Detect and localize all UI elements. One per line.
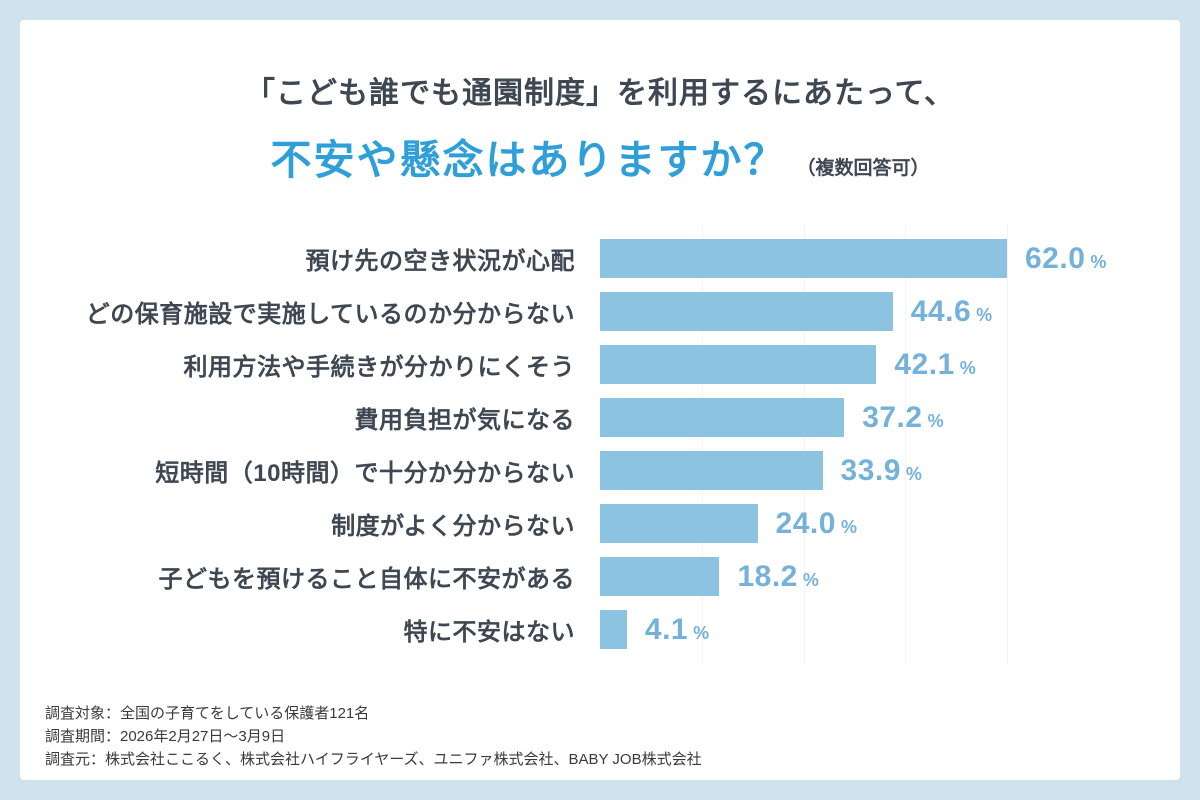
bar — [600, 292, 893, 331]
value-unit: % — [976, 304, 993, 325]
value-label: 4.1% — [645, 613, 709, 647]
value-number: 18.2 — [737, 559, 798, 593]
chart-row: 子どもを預けること自体に不安がある 18.2% — [20, 550, 1180, 603]
chart-row: 短時間（10時間）で十分か分からない 33.9% — [20, 444, 1180, 497]
category-label: 利用方法や手続きが分かりにくそう — [183, 354, 575, 381]
chart-row: 特に不安はない 4.1% — [20, 603, 1180, 656]
value-label: 62.0% — [1025, 242, 1106, 276]
bar-area: 24.0% — [600, 504, 1180, 543]
gridline — [1007, 224, 1008, 666]
value-label: 42.1% — [894, 348, 975, 382]
category-label: 費用負担が気になる — [354, 407, 575, 434]
value-unit: % — [840, 516, 857, 537]
category-label: 子どもを預けること自体に不安がある — [158, 566, 575, 593]
value-number: 37.2 — [862, 400, 923, 434]
value-number: 42.1 — [894, 347, 955, 381]
value-label: 37.2% — [862, 401, 943, 435]
bar-area: 4.1% — [600, 610, 1180, 649]
value-number: 44.6 — [910, 294, 972, 328]
value-number: 33.9 — [840, 453, 901, 487]
bar — [600, 504, 758, 543]
bar-area: 62.0% — [600, 239, 1180, 278]
bar-area: 42.1% — [600, 345, 1180, 384]
value-unit: % — [959, 357, 976, 378]
category-label: 預け先の空き状況が心配 — [305, 248, 575, 275]
bar-chart: 預け先の空き状況が心配 62.0% どの保育施設で実施しているのか分からない 44.6… — [20, 224, 1180, 666]
value-number: 62.0 — [1025, 241, 1086, 275]
value-unit: % — [1090, 251, 1107, 272]
footnote-line: 調査対象：全国の子育てをしている保護者121名 — [45, 705, 370, 722]
chart-row: 制度がよく分からない 24.0% — [20, 497, 1180, 550]
gridline — [905, 224, 907, 666]
chart-row: 利用方法や手続きが分かりにくそう 42.1% — [20, 338, 1180, 391]
bar — [600, 345, 877, 384]
value-label: 24.0% — [776, 507, 857, 541]
value-label: 18.2% — [737, 560, 818, 594]
title-question: 不安や懸念はありますか？ — [270, 137, 787, 183]
gridline — [701, 224, 703, 666]
category-label: 短時間（10時間）で十分か分からない — [155, 460, 575, 487]
title-line-2: 不安や懸念はありますか？ （複数回答可） — [20, 126, 1180, 186]
value-unit: % — [927, 410, 944, 431]
category-label: 制度がよく分からない — [331, 513, 575, 540]
value-unit: % — [802, 569, 819, 590]
value-label: 33.9% — [841, 454, 922, 488]
value-number: 4.1 — [644, 612, 689, 646]
value-unit: % — [905, 463, 922, 484]
bar — [600, 398, 845, 437]
value-label: 44.6% — [911, 295, 992, 329]
bar — [600, 239, 1007, 278]
bar-area: 18.2% — [600, 557, 1180, 596]
title-multiple-answers-note: （複数回答可） — [796, 158, 930, 179]
category-label: どの保育施設で実施しているのか分からない — [85, 301, 575, 328]
category-label: 特に不安はない — [403, 619, 575, 646]
value-unit: % — [693, 622, 710, 643]
bar — [600, 557, 720, 596]
bar-area: 44.6% — [600, 292, 1180, 331]
footnote-line: 調査元：株式会社ここるく、株式会社ハイフライヤーズ、ユニファ株式会社、BABY … — [45, 751, 702, 768]
chart-header: 「こども誰でも通園制度」を利用するにあたって、 不安や懸念はありますか？ （複数回… — [20, 68, 1180, 186]
bar-area: 33.9% — [600, 451, 1180, 490]
survey-footnotes: 調査対象：全国の子育てをしている保護者121名 調査期間：2026年2月27日〜3… — [45, 702, 702, 771]
infographic-card: 「こども誰でも通園制度」を利用するにあたって、 不安や懸念はありますか？ （複数回… — [20, 20, 1180, 780]
bar-area: 37.2% — [600, 398, 1180, 437]
footnote-line: 調査期間：2026年2月27日〜3月9日 — [45, 728, 286, 745]
bar — [600, 610, 627, 649]
bar — [600, 451, 823, 490]
value-number: 24.0 — [775, 506, 836, 540]
chart-row: 預け先の空き状況が心配 62.0% — [20, 232, 1180, 285]
chart-row: 費用負担が気になる 37.2% — [20, 391, 1180, 444]
gridline — [803, 224, 805, 666]
chart-row: どの保育施設で実施しているのか分からない 44.6% — [20, 285, 1180, 338]
title-line-1: 「こども誰でも通園制度」を利用するにあたって、 — [245, 77, 955, 110]
